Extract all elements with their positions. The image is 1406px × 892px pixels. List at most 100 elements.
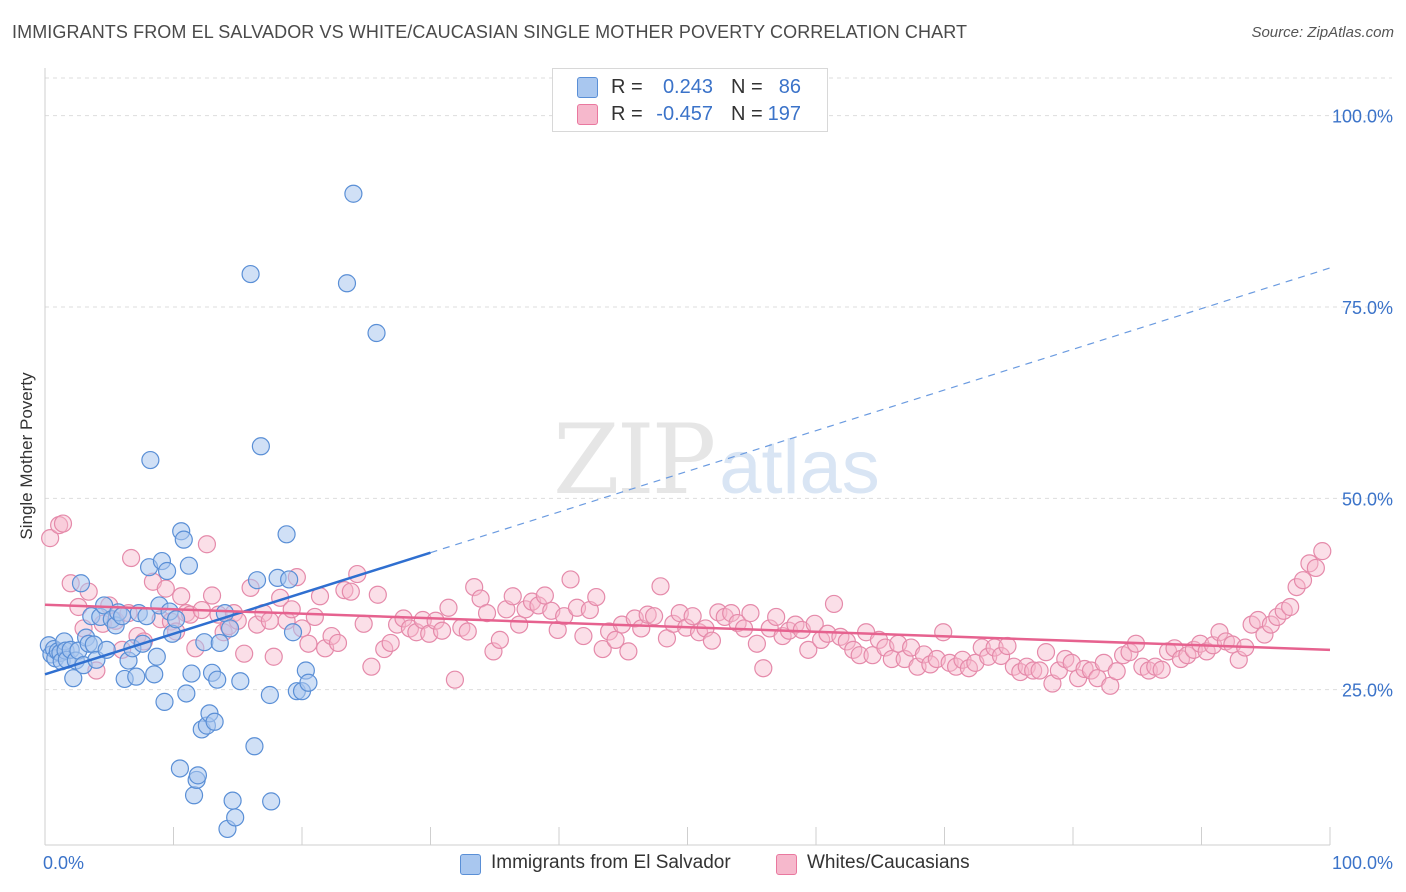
data-point-whites xyxy=(1293,571,1313,590)
x-tick-label: 100.0% xyxy=(1332,853,1393,873)
data-point-el-salvador xyxy=(226,808,245,827)
y-tick-label: 75.0% xyxy=(1342,298,1393,318)
data-point-whites xyxy=(991,646,1011,666)
data-point-el-salvador xyxy=(147,647,166,666)
y-tick-label: 25.0% xyxy=(1342,681,1393,701)
x-tick-label: 0.0% xyxy=(43,853,84,873)
data-point-whites xyxy=(741,604,760,623)
series-whites-points xyxy=(41,514,1332,695)
data-point-whites xyxy=(638,605,657,624)
legend-n-label: N = xyxy=(731,76,763,98)
data-point-whites xyxy=(587,587,606,607)
data-point-whites xyxy=(305,607,324,627)
y-axis-label: Single Mother Poverty xyxy=(17,372,36,540)
y-tick-label: 50.0% xyxy=(1342,489,1393,509)
data-point-whites xyxy=(934,623,953,642)
trend-line-el-salvador xyxy=(44,551,431,676)
data-point-whites xyxy=(998,636,1017,656)
series-el-salvador-points xyxy=(39,184,386,839)
data-point-whites xyxy=(1030,661,1049,680)
data-point-whites xyxy=(260,611,279,630)
data-point-whites xyxy=(1152,660,1171,679)
data-point-whites xyxy=(799,640,818,659)
bottom-legend-label: Immigrants from El Salvador xyxy=(491,852,731,873)
data-point-whites xyxy=(1281,597,1300,617)
trend-lines xyxy=(44,267,1331,676)
data-point-whites xyxy=(651,577,670,596)
data-point-whites xyxy=(322,626,341,646)
data-point-el-salvador xyxy=(157,561,177,581)
data-point-whites xyxy=(747,634,766,653)
data-point-el-salvador xyxy=(299,673,318,692)
data-point-whites xyxy=(156,579,175,598)
data-point-whites xyxy=(477,604,497,623)
legend-r-value: 0.243 xyxy=(662,76,713,98)
data-point-whites xyxy=(574,626,593,646)
axes xyxy=(44,68,1331,846)
data-point-whites xyxy=(683,607,702,626)
data-point-whites xyxy=(1107,662,1126,681)
data-point-el-salvador xyxy=(127,667,146,686)
data-point-whites xyxy=(1300,554,1319,573)
data-point-el-salvador xyxy=(367,323,386,343)
data-point-whites xyxy=(41,529,60,548)
data-point-whites xyxy=(555,607,574,626)
data-point-whites xyxy=(535,586,554,605)
data-point-el-salvador xyxy=(283,623,303,642)
data-point-el-salvador xyxy=(223,791,242,810)
data-point-whites xyxy=(458,622,477,641)
data-point-whites xyxy=(1210,623,1229,642)
data-point-el-salvador xyxy=(71,574,91,593)
data-point-whites xyxy=(824,594,844,614)
data-point-whites xyxy=(709,603,728,622)
bottom-legend-label: Whites/Caucasians xyxy=(807,852,970,873)
data-point-whites xyxy=(561,570,580,589)
data-point-whites xyxy=(606,630,625,649)
data-point-whites xyxy=(1242,615,1261,634)
data-point-whites xyxy=(299,634,318,653)
data-point-whites xyxy=(121,548,141,568)
data-point-el-salvador xyxy=(112,607,132,626)
data-point-el-salvador xyxy=(188,766,208,785)
data-point-whites xyxy=(490,630,509,649)
legend-r-label: R = xyxy=(611,76,643,98)
data-point-el-salvador xyxy=(155,692,174,711)
data-point-whites xyxy=(172,587,191,606)
data-point-whites xyxy=(202,586,222,605)
data-point-el-salvador xyxy=(247,571,267,590)
data-point-el-salvador xyxy=(205,712,224,731)
data-point-whites xyxy=(282,600,301,619)
legend-r-value: -0.457 xyxy=(656,103,713,125)
data-point-whites xyxy=(1094,653,1113,672)
data-point-whites xyxy=(722,604,741,623)
data-point-whites xyxy=(882,649,901,669)
data-point-el-salvador xyxy=(262,792,281,811)
bottom-legend-swatch-blue xyxy=(460,854,481,875)
data-point-el-salvador xyxy=(182,664,201,683)
legend-swatch-blue xyxy=(577,77,598,98)
data-point-el-salvador xyxy=(337,274,357,293)
data-point-whites xyxy=(510,615,529,634)
data-point-whites xyxy=(644,607,664,626)
data-point-el-salvador xyxy=(195,633,214,652)
chart-source: Source: ZipAtlas.com xyxy=(1251,24,1394,41)
data-point-whites xyxy=(1287,577,1306,597)
legend-r-label: R = xyxy=(611,103,643,125)
data-point-whites xyxy=(979,647,998,666)
legend-swatch-pink xyxy=(577,104,598,125)
data-point-el-salvador xyxy=(145,665,164,684)
data-point-whites xyxy=(1075,659,1094,679)
data-point-el-salvador xyxy=(141,450,160,470)
data-point-whites xyxy=(619,642,638,661)
data-point-whites xyxy=(439,598,458,617)
data-point-whites xyxy=(354,614,373,633)
data-point-whites xyxy=(1255,625,1274,644)
trend-line-whites xyxy=(44,603,1331,652)
data-point-whites xyxy=(465,577,484,597)
legend-n-label: N = xyxy=(731,103,763,125)
data-point-whites xyxy=(381,633,400,653)
data-point-el-salvador xyxy=(220,619,240,638)
data-point-el-salvador xyxy=(344,184,363,203)
data-point-whites xyxy=(335,581,354,600)
data-point-whites xyxy=(754,659,773,678)
